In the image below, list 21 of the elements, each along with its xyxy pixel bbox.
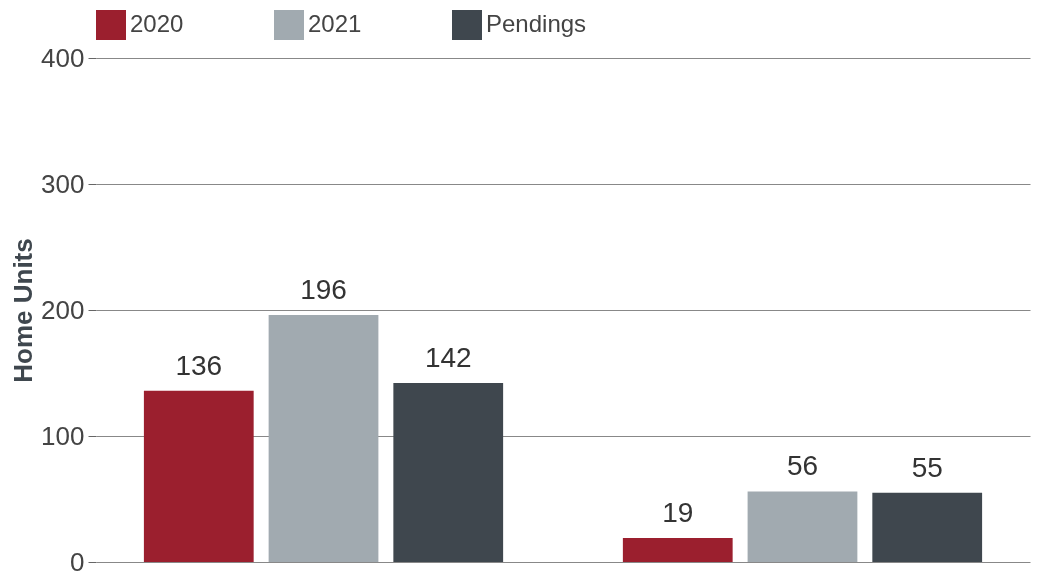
y-tick-label: 400 (41, 42, 85, 73)
legend-label: Pendings (486, 10, 587, 37)
data-label: 196 (300, 274, 347, 306)
bar (872, 492, 983, 562)
bar (268, 315, 379, 562)
y-tick-label: 100 (41, 420, 85, 451)
bar (622, 538, 733, 562)
y-tick-label: 300 (41, 168, 85, 199)
y-axis-title: Home Units (8, 238, 39, 383)
bar (747, 491, 858, 562)
data-label: 56 (786, 450, 819, 482)
y-tick-label: 0 (70, 546, 85, 577)
legend-label: 2021 (308, 10, 362, 37)
data-label: 55 (911, 451, 943, 483)
y-tick-label: 200 (41, 294, 85, 325)
data-label: 142 (424, 342, 472, 374)
bar (143, 390, 254, 562)
legend-label: 2020 (130, 10, 184, 37)
data-label: 19 (662, 497, 694, 529)
data-label: 136 (175, 349, 223, 381)
bar (393, 383, 504, 562)
